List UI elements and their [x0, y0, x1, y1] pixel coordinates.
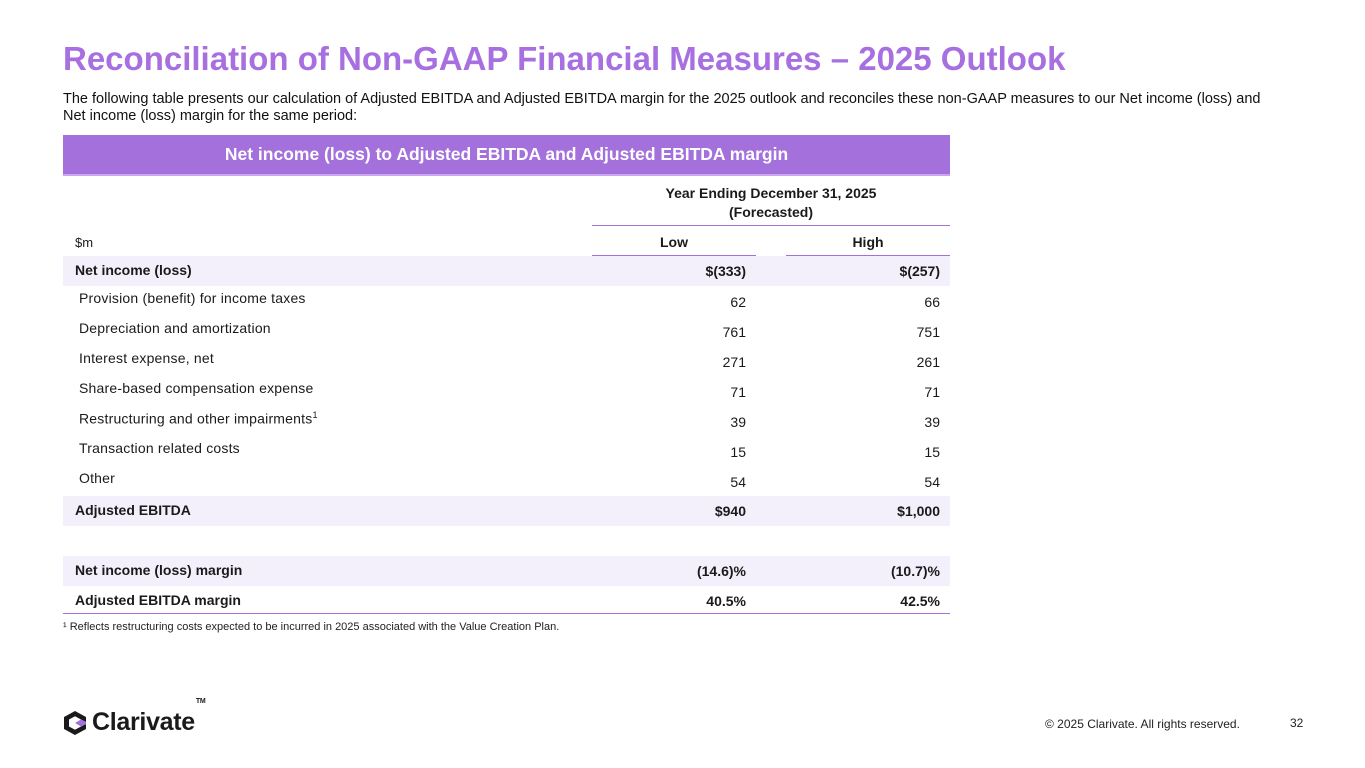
table-row: Adjusted EBITDA margin 40.5% 42.5% — [63, 586, 950, 616]
high-value: 15 — [924, 444, 940, 460]
high-value: 42.5% — [900, 593, 940, 609]
footnote-marker: 1 — [312, 410, 318, 420]
clarivate-mark-icon — [64, 710, 86, 735]
row-label: Net income (loss) — [75, 262, 192, 278]
high-value: 54 — [924, 474, 940, 490]
low-value: (14.6)% — [696, 563, 746, 579]
row-label: Share-based compensation expense — [79, 380, 314, 396]
low-value: 62 — [730, 294, 746, 310]
page-number: 32 — [1290, 716, 1304, 730]
table-header: Net income (loss) to Adjusted EBITDA and… — [63, 135, 950, 176]
row-label: Transaction related costs — [79, 440, 240, 456]
low-value: 15 — [730, 444, 746, 460]
unit-label: $m — [75, 235, 94, 250]
low-value: 761 — [722, 324, 746, 340]
table-row: Depreciation and amortization 761 751 — [63, 316, 950, 346]
table-row: Restructuring and other impairments1 39 … — [63, 406, 950, 436]
low-value: 39 — [730, 414, 746, 430]
page-title: Reconciliation of Non-GAAP Financial Mea… — [63, 40, 1066, 77]
low-value: 271 — [722, 354, 746, 370]
row-label: Adjusted EBITDA margin — [75, 592, 241, 608]
row-label: Net income (loss) margin — [75, 562, 243, 578]
low-value: $(333) — [705, 263, 746, 279]
footnote: ¹ Reflects restructuring costs expected … — [63, 621, 560, 633]
row-label: Interest expense, net — [79, 350, 214, 366]
high-value: (10.7)% — [890, 563, 940, 579]
period-divider — [592, 225, 950, 226]
high-value: $(257) — [899, 263, 940, 279]
high-value: $1,000 — [897, 503, 940, 519]
table-row: Transaction related costs 15 15 — [63, 436, 950, 466]
brand-name: ClarivateTM — [92, 698, 206, 736]
trademark-symbol: TM — [195, 698, 206, 705]
low-value: $940 — [714, 503, 746, 519]
high-value: 261 — [916, 354, 940, 370]
low-column-divider — [592, 255, 756, 256]
table-row: Net income (loss) $(333) $(257) — [63, 256, 950, 286]
clarivate-logo: ClarivateTM — [63, 698, 206, 737]
row-label: Provision (benefit) for income taxes — [79, 290, 306, 306]
table-row: Interest expense, net 271 261 — [63, 346, 950, 376]
low-value: 71 — [730, 384, 746, 400]
high-value: 751 — [916, 324, 940, 340]
row-label: Restructuring and other impairments1 — [79, 410, 318, 427]
column-header-high: High — [852, 234, 884, 250]
high-value: 71 — [924, 384, 940, 400]
row-label: Depreciation and amortization — [79, 320, 271, 336]
table-bottom-border — [63, 613, 950, 614]
column-header-low: Low — [660, 234, 688, 250]
reconciliation-table: Net income (loss) to Adjusted EBITDA and… — [63, 135, 950, 614]
table-row: Adjusted EBITDA $940 $1,000 — [63, 496, 950, 526]
high-value: 39 — [924, 414, 940, 430]
low-value: 40.5% — [706, 593, 746, 609]
high-value: 66 — [924, 294, 940, 310]
row-label: Adjusted EBITDA — [75, 502, 191, 518]
period-line-1: Year Ending December 31, 2025 — [665, 185, 877, 201]
low-value: 54 — [730, 474, 746, 490]
table-row: Other 54 54 — [63, 466, 950, 496]
row-label: Other — [79, 470, 116, 486]
intro-paragraph: The following table presents our calcula… — [63, 91, 1261, 124]
copyright-notice: © 2025 Clarivate. All rights reserved. — [1045, 717, 1240, 731]
period-line-2: (Forecasted) — [728, 204, 814, 220]
period-heading: Year Ending December 31, 2025 (Forecaste… — [592, 184, 950, 222]
table-row: Share-based compensation expense 71 71 — [63, 376, 950, 406]
table-row: Net income (loss) margin (14.6)% (10.7)% — [63, 556, 950, 586]
table-row: Provision (benefit) for income taxes 62 … — [63, 286, 950, 316]
high-column-divider — [786, 255, 950, 256]
